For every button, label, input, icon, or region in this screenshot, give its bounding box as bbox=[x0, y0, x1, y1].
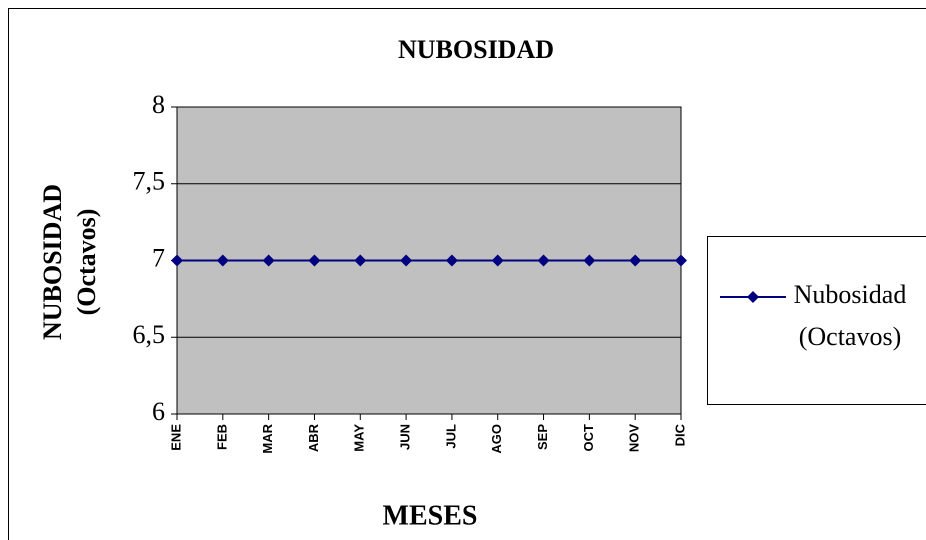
x-tick-label: NOV bbox=[627, 424, 642, 453]
marker bbox=[262, 254, 275, 267]
marker bbox=[445, 254, 458, 267]
x-tick-label: SEP bbox=[535, 424, 550, 450]
marker bbox=[675, 254, 687, 267]
marker bbox=[171, 254, 183, 267]
marker bbox=[354, 254, 367, 267]
x-tick-label: MAR bbox=[260, 423, 275, 453]
x-axis-title: MESES bbox=[383, 500, 478, 531]
marker bbox=[629, 254, 642, 267]
x-tick-label: MAY bbox=[352, 424, 367, 452]
x-tick-label: ABR bbox=[306, 423, 321, 452]
x-tick-label: JUL bbox=[443, 424, 458, 449]
y-axis-title: NUBOSIDAD (Octavos) bbox=[38, 184, 101, 340]
y-tick-label: 7,5 bbox=[133, 167, 166, 196]
x-tick-label: AGO bbox=[489, 424, 504, 454]
marker bbox=[308, 254, 321, 267]
legend-box bbox=[707, 236, 926, 405]
legend-marker bbox=[747, 291, 759, 303]
marker bbox=[216, 254, 229, 267]
marker bbox=[537, 254, 550, 267]
x-tick-label: JUN bbox=[398, 424, 413, 450]
x-tick-label: DIC bbox=[672, 423, 687, 446]
marker bbox=[583, 254, 596, 267]
chart-title: NUBOSIDAD bbox=[398, 35, 554, 64]
x-tick-label: OCT bbox=[581, 424, 596, 452]
marker bbox=[491, 254, 504, 267]
marker bbox=[400, 254, 413, 267]
y-tick-label: 6 bbox=[152, 397, 165, 426]
y-tick-label: 7 bbox=[152, 243, 165, 272]
y-tick-label: 6,5 bbox=[133, 320, 166, 349]
legend-label: Nubosidad (Octavos) bbox=[794, 280, 907, 351]
x-tick-label: FEB bbox=[214, 424, 229, 450]
x-tick-label: ENE bbox=[168, 424, 183, 451]
y-tick-label: 8 bbox=[152, 90, 165, 119]
